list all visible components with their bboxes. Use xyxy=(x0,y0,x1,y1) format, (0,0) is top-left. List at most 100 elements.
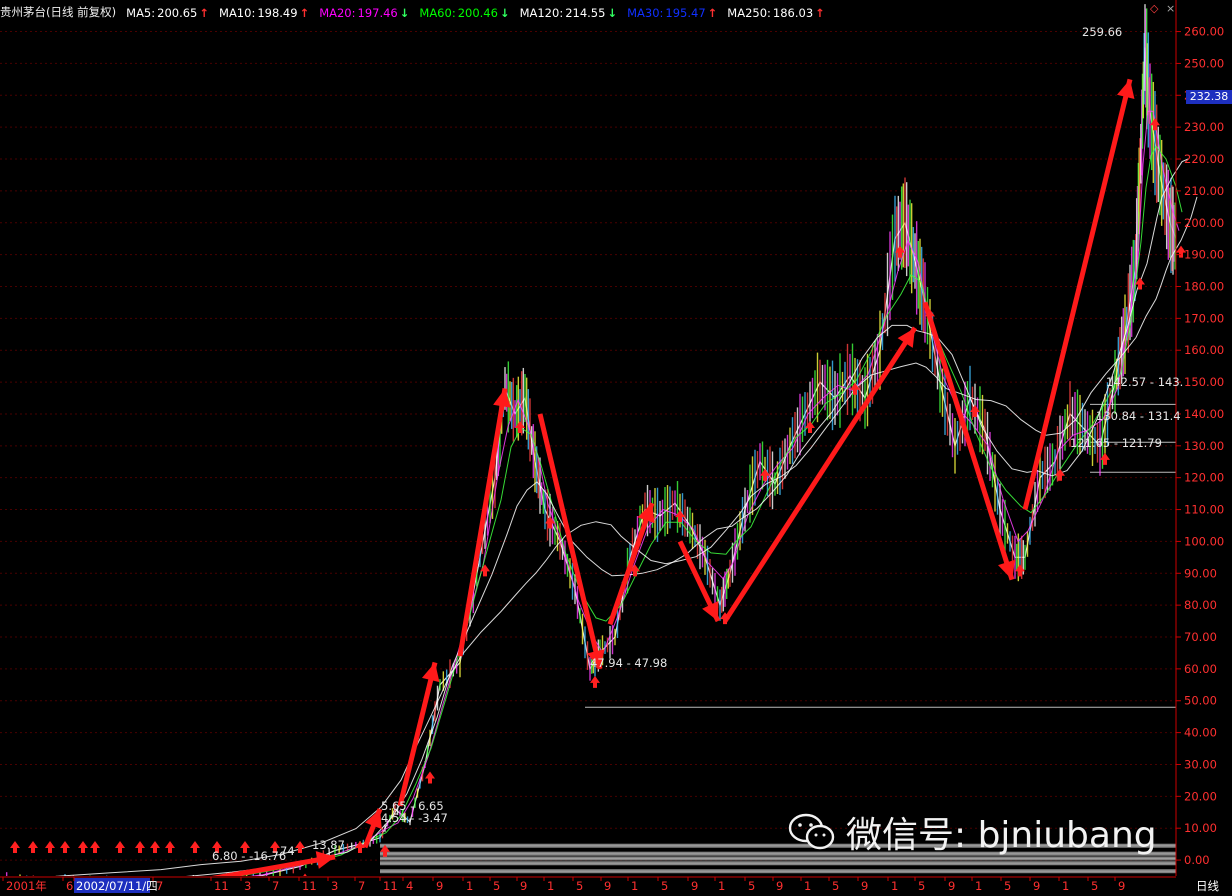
trend-arrow-head xyxy=(421,662,440,683)
x-tick-label: 7 xyxy=(358,879,365,893)
buy-marker xyxy=(240,841,250,853)
ma-item-ma60: MA60: 200.46 ↓ xyxy=(419,4,509,22)
buy-marker xyxy=(10,841,20,853)
y-tick-label: 40.00 xyxy=(1184,726,1217,740)
ma-value: 186.03 xyxy=(772,6,814,20)
ma-value: 198.49 xyxy=(257,6,298,20)
trend-arrow-head xyxy=(1116,79,1135,99)
period-label: 日线 xyxy=(1196,879,1219,893)
x-axis-band xyxy=(0,876,1232,896)
buy-marker xyxy=(190,841,200,853)
signal-marker xyxy=(1100,452,1110,465)
y-tick-label: 120.00 xyxy=(1184,471,1224,485)
signal-marker xyxy=(970,405,980,418)
ma-label: MA120: xyxy=(519,6,564,20)
chart-title: 贵州茅台(日线 前复权) xyxy=(0,5,117,19)
arrow-up-icon: ↑ xyxy=(707,6,718,20)
x-tick-label: 1 xyxy=(631,879,638,893)
ma-line xyxy=(11,158,1189,883)
buy-marker xyxy=(78,841,88,853)
x-tick-label: 1 xyxy=(547,879,554,893)
x-tick-label: 5 xyxy=(1004,879,1011,893)
diamond-icon[interactable]: ◇ xyxy=(1150,2,1159,15)
close-icon[interactable]: × xyxy=(1166,2,1176,15)
y-tick-label: 230.00 xyxy=(1184,120,1224,134)
x-tick-label: 7 xyxy=(272,879,279,893)
x-tick-label: 9 xyxy=(520,879,527,893)
x-tick-label: 1 xyxy=(891,879,898,893)
ma-item-ma5: MA5: 200.65 ↑ xyxy=(126,4,209,22)
x-tick-label: 5 xyxy=(832,879,839,893)
ma-label: MA250: xyxy=(727,6,771,20)
arrow-down-icon: ↓ xyxy=(399,6,410,20)
annotation-label: 4.54 - -3.47 xyxy=(381,811,448,825)
y-tick-label: 210.00 xyxy=(1184,184,1224,198)
x-tick-label: 9 xyxy=(691,879,698,893)
signal-marker xyxy=(760,468,770,481)
trend-arrow-shaft xyxy=(922,301,1015,581)
x-tick-label: 1 xyxy=(804,879,811,893)
x-tick-label: 9 xyxy=(436,879,443,893)
trend-arrow-shaft xyxy=(537,413,603,670)
watermark-text: 微信号: bjniubang xyxy=(846,815,1157,856)
signal-marker xyxy=(480,564,490,577)
annotation-label: 259.66 xyxy=(1082,25,1122,39)
signal-marker xyxy=(380,844,390,857)
y-tick-label: 30.00 xyxy=(1184,757,1217,771)
ma-item-ma20: MA20: 197.46 ↓ xyxy=(319,4,409,22)
annotation-label: 74 xyxy=(280,844,295,858)
y-tick-label: 140.00 xyxy=(1184,407,1224,421)
y-tick-label: 20.00 xyxy=(1184,789,1217,803)
x-tick-label: 4 xyxy=(406,879,413,893)
buy-marker xyxy=(135,841,145,853)
trend-arrow-head xyxy=(998,559,1016,580)
x-tick-label: 6 xyxy=(66,879,73,893)
signal-marker xyxy=(1015,564,1025,577)
ma-label: MA30: xyxy=(627,6,664,20)
arrow-up-icon: ↑ xyxy=(199,6,210,20)
x-tick-label: 5 xyxy=(918,879,925,893)
ma-line xyxy=(20,196,1198,880)
buy-sell-markers xyxy=(10,118,1186,896)
trend-arrow-head xyxy=(897,327,915,348)
ma-line xyxy=(2,110,1180,884)
arrow-down-icon: ↓ xyxy=(499,6,510,20)
x-tick-label: 2001年 xyxy=(6,879,47,893)
ma-value: 200.65 xyxy=(157,6,198,20)
signal-marker xyxy=(895,245,905,258)
y-tick-label: 90.00 xyxy=(1184,566,1217,580)
ma-item-ma120: MA120: 214.55 ↓ xyxy=(520,4,618,22)
level-band xyxy=(380,869,1176,874)
grid xyxy=(0,31,1176,861)
price-series xyxy=(0,4,1198,891)
signal-marker xyxy=(630,564,640,577)
buy-marker xyxy=(115,841,125,853)
x-tick-label: 9 xyxy=(1033,879,1040,893)
x-tick-label: 11 xyxy=(302,879,317,893)
ma-value: 197.46 xyxy=(357,6,398,20)
y-tick-label: 180.00 xyxy=(1184,279,1224,293)
annotation-label: 13.87 xyxy=(312,838,345,852)
ma-line xyxy=(5,145,1183,883)
ma-value: 214.55 xyxy=(565,6,606,20)
ma-item-ma10: MA10: 198.49 ↑ xyxy=(219,4,309,22)
buy-marker xyxy=(270,841,280,853)
x-tick-label: 11 xyxy=(214,879,229,893)
y-axis: 260.00250.00240.00230.00220.00210.00200.… xyxy=(1175,0,1224,876)
y-tick-label: 260.00 xyxy=(1184,25,1224,39)
signal-marker xyxy=(805,420,815,433)
y-tick-label: 130.00 xyxy=(1184,439,1224,453)
buy-marker xyxy=(45,841,55,853)
annotation-label: 121.65 - 121.79 xyxy=(1070,436,1162,450)
buy-marker xyxy=(295,841,305,853)
annotation-label: 47.94 - 47.98 xyxy=(590,656,667,670)
x-tick-label: 2002/07/11/四 xyxy=(76,879,158,893)
ma-legend: 贵州茅台(日线 前复权) MA5: 200.65 ↑ MA10: 198.49 ↑ MA… xyxy=(0,4,825,22)
buy-marker xyxy=(165,841,175,853)
trend-arrow-shaft xyxy=(397,661,438,807)
ma-value: 200.46 xyxy=(457,6,498,20)
x-tick-label: 9 xyxy=(776,879,783,893)
x-tick-label: 1 xyxy=(466,879,473,893)
level-band xyxy=(380,843,1176,848)
arrow-up-icon: ↑ xyxy=(815,6,825,20)
